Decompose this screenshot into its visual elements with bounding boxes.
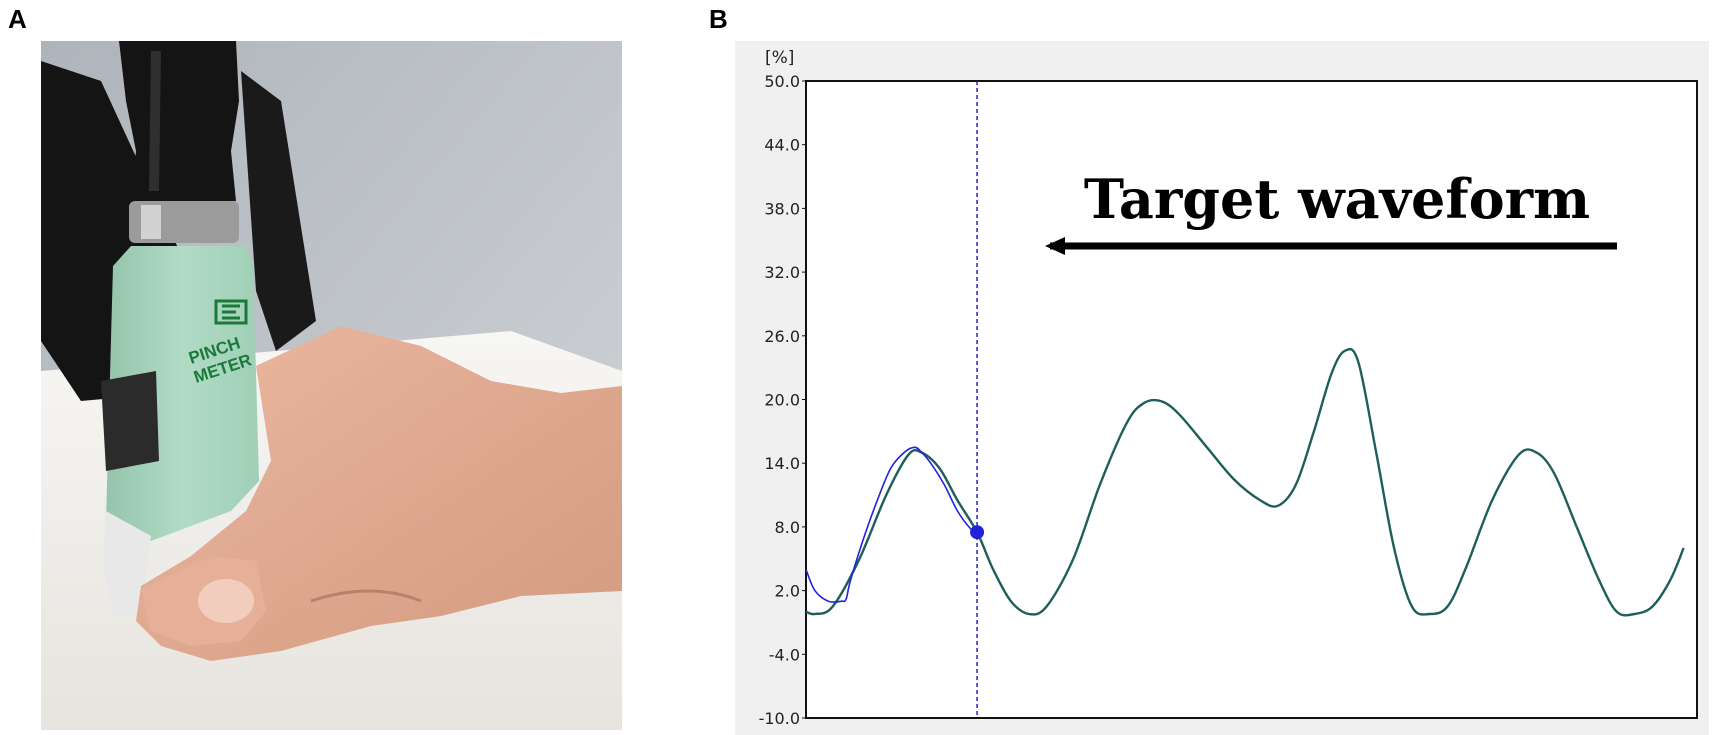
y-tick-label: 26.0 xyxy=(764,327,800,346)
y-tick-label: 44.0 xyxy=(764,136,800,155)
target-waveform-label: Target waveform xyxy=(1084,167,1590,231)
device-side-grip xyxy=(101,371,159,471)
current-force-marker xyxy=(970,525,985,540)
y-tick-label: -10.0 xyxy=(759,709,800,728)
y-tick-label: -4.0 xyxy=(769,645,800,664)
pinch-meter-logo xyxy=(214,299,248,325)
y-tick-label: 2.0 xyxy=(775,582,800,601)
thumb-nail xyxy=(198,579,254,623)
y-tick-label: 38.0 xyxy=(764,199,800,218)
tracking-chart: [%] 50.0 44.0 38.0 32.0 26.0 20.0 14.0 8.0 2.0 -4… xyxy=(735,41,1709,735)
plot-area xyxy=(805,80,1698,719)
y-tick-label: 32.0 xyxy=(764,263,800,282)
device-tip xyxy=(103,511,151,616)
y-tick-label: 50.0 xyxy=(764,72,800,91)
pinch-meter-photo: PINCH METER xyxy=(41,41,622,730)
y-tick-label: 20.0 xyxy=(764,391,800,410)
collar-shine xyxy=(141,205,161,239)
y-tick-label: 14.0 xyxy=(764,454,800,473)
handle-shine xyxy=(149,51,161,191)
clamp-right xyxy=(241,71,316,351)
response-trace-line xyxy=(805,446,978,603)
arrow-head xyxy=(1045,237,1065,255)
black-handle xyxy=(119,41,239,201)
y-unit-label: [%] xyxy=(765,48,794,68)
pinch-meter-device xyxy=(106,246,259,541)
target-waveform-arrow xyxy=(1045,237,1617,255)
finger-crease xyxy=(310,589,422,603)
y-axis-ticks: 50.0 44.0 38.0 32.0 26.0 20.0 14.0 8.0 2.0 -4.0 -1… xyxy=(759,72,806,728)
panel-label-a: A xyxy=(8,4,27,34)
target-waveform-line xyxy=(805,347,1685,617)
panel-label-b: B xyxy=(709,4,728,34)
y-tick-label: 8.0 xyxy=(775,518,800,537)
